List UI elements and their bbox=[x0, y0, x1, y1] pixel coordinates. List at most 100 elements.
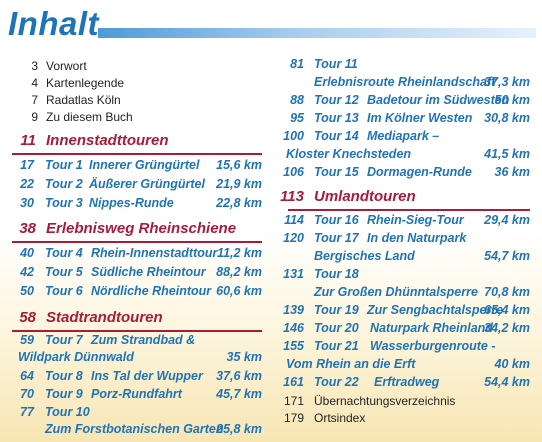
section-heading-rheinschiene[interactable]: 38 Erlebnisweg Rheinschiene bbox=[0, 218, 262, 240]
tour-distance: 41,5 km bbox=[484, 147, 530, 161]
section-divider bbox=[288, 209, 530, 211]
tour-name: Zum Strandbad & bbox=[91, 333, 196, 347]
tour-name: Zur Großen Dhünntalsperre bbox=[314, 285, 478, 299]
toc-entry-radatlas[interactable]: 7 Radatlas Köln bbox=[0, 90, 260, 110]
tour-distance: 40 km bbox=[494, 357, 530, 371]
section-heading-stadtrand[interactable]: 58 Stadtrandtouren bbox=[0, 307, 262, 329]
page-number: 161 bbox=[283, 375, 304, 389]
tour-name: Mediapark – bbox=[367, 129, 440, 143]
toc-entry-ortsindex[interactable]: 179 Ortsindex bbox=[276, 408, 530, 428]
toc-entry-zu-diesem-buch[interactable]: 9 Zu diesem Buch bbox=[0, 107, 260, 127]
toc-entry-vorwort[interactable]: 3 Vorwort bbox=[0, 56, 260, 76]
toc-entry-tour-16[interactable]: 114 Tour 16 Rhein-Sieg-Tour 29,4 km bbox=[276, 210, 530, 230]
tour-name: Naturpark Rheinland bbox=[370, 321, 493, 335]
section-heading-innenstadt[interactable]: 11 Innenstadttouren bbox=[0, 130, 262, 152]
page-number: 30 bbox=[20, 196, 34, 210]
toc-entry-tour-10-cont[interactable]: Zum Forstbotanischen Garten 25,8 km bbox=[0, 419, 262, 439]
tour-distance: 50 km bbox=[494, 93, 530, 107]
tour-distance: 35 km bbox=[226, 350, 262, 364]
tour-distance: 88,2 km bbox=[216, 265, 262, 279]
page-number: 70 bbox=[20, 387, 34, 401]
toc-entry-tour-3[interactable]: 30 Tour 3 Nippes-Runde 22,8 km bbox=[0, 193, 262, 213]
tour-distance: 70,8 km bbox=[484, 285, 530, 299]
toc-entry-tour-2[interactable]: 22 Tour 2 Äußerer Grüngürtel 21,9 km bbox=[0, 174, 262, 194]
toc-entry-tour-6[interactable]: 50 Tour 6 Nördliche Rheintour 60,6 km bbox=[0, 281, 262, 301]
tour-name: Dormagen-Runde bbox=[367, 165, 472, 179]
page-number: 64 bbox=[20, 369, 34, 383]
toc-entry-tour-12[interactable]: 88 Tour 12 Badetour im Südwesten 50 km bbox=[276, 90, 530, 110]
page-number: 120 bbox=[283, 231, 304, 245]
toc-entry-tour-8[interactable]: 64 Tour 8 Ins Tal der Wupper 37,6 km bbox=[0, 366, 262, 386]
toc-entry-tour-18-cont[interactable]: Zur Großen Dhünntalsperre 70,8 km bbox=[276, 282, 530, 302]
section-page-number: 58 bbox=[19, 309, 36, 326]
toc-entry-uebernachtung[interactable]: 171 Übernachtungsverzeichnis bbox=[276, 391, 530, 411]
page-number: 42 bbox=[20, 265, 34, 279]
tour-distance: 36 km bbox=[494, 165, 530, 179]
tour-number: Tour 12 bbox=[314, 93, 359, 107]
page-number: 114 bbox=[284, 213, 304, 227]
section-heading-umland[interactable]: 113 Umlandtouren bbox=[276, 186, 530, 208]
tour-distance: 60,6 km bbox=[216, 284, 262, 298]
tour-number: Tour 5 bbox=[45, 265, 83, 279]
tour-distance: 45,7 km bbox=[216, 387, 262, 401]
tour-number: Tour 3 bbox=[45, 196, 83, 210]
entry-label: Übernachtungsverzeichnis bbox=[314, 394, 456, 408]
tour-distance: 22,8 km bbox=[216, 196, 262, 210]
toc-entry-tour-9[interactable]: 70 Tour 9 Porz-Rundfahrt 45,7 km bbox=[0, 384, 262, 404]
tour-number: Tour 7 bbox=[45, 333, 83, 347]
toc-entry-tour-7[interactable]: 59 Tour 7 Zum Strandbad & bbox=[0, 330, 262, 350]
tour-name: Ins Tal der Wupper bbox=[91, 369, 203, 383]
toc-entry-tour-21[interactable]: 155 Tour 21 Wasserburgenroute - bbox=[276, 336, 530, 356]
page-number: 77 bbox=[20, 405, 34, 419]
section-page-number: 38 bbox=[19, 220, 36, 237]
page-number: 88 bbox=[290, 93, 304, 107]
tour-name: Badetour im Südwesten bbox=[367, 93, 510, 107]
tour-distance: 37,6 km bbox=[216, 369, 262, 383]
entry-label: Radatlas Köln bbox=[46, 93, 121, 107]
page-number: 139 bbox=[283, 303, 304, 317]
toc-entry-tour-7-cont[interactable]: Wildpark Dünnwald 35 km bbox=[0, 347, 262, 367]
tour-name-line-2: Vom Rhein an die Erft bbox=[286, 357, 416, 371]
toc-entry-tour-19[interactable]: 139 Tour 19 Zur Sengbachtalsperre 65,4 k… bbox=[276, 300, 530, 320]
tour-number: Tour 10 bbox=[45, 405, 90, 419]
toc-entry-tour-17-cont[interactable]: Bergisches Land 54,7 km bbox=[276, 246, 530, 266]
tour-number: Tour 14 bbox=[314, 129, 359, 143]
tour-distance: 15,6 km bbox=[216, 158, 262, 172]
toc-entry-tour-10[interactable]: 77 Tour 10 bbox=[0, 402, 262, 422]
tour-name: Nördliche Rheintour bbox=[91, 284, 212, 298]
toc-entry-tour-11[interactable]: 81 Tour 11 bbox=[276, 54, 530, 74]
tour-distance: 65,4 km bbox=[484, 303, 530, 317]
tour-number: Tour 16 bbox=[314, 213, 359, 227]
tour-name-line-2: Bergisches Land bbox=[314, 249, 415, 263]
title-underline-bar bbox=[98, 28, 536, 38]
tour-distance: 11,2 km bbox=[217, 246, 262, 260]
tour-distance: 30,8 km bbox=[484, 111, 530, 125]
toc-entry-tour-5[interactable]: 42 Tour 5 Südliche Rheintour 88,2 km bbox=[0, 262, 262, 282]
section-divider bbox=[12, 153, 262, 155]
page-number: 17 bbox=[20, 158, 34, 172]
toc-entry-tour-4[interactable]: 40 Tour 4 Rhein-Innenstadttour 11,2 km bbox=[0, 243, 262, 263]
toc-entry-tour-20[interactable]: 146 Tour 20 Naturpark Rheinland 34,2 km bbox=[276, 318, 530, 338]
toc-entry-tour-22[interactable]: 161 Tour 22 Erftradweg 54,4 km bbox=[276, 372, 530, 392]
section-title: Stadtrandtouren bbox=[46, 309, 163, 326]
tour-distance: 34,2 km bbox=[484, 321, 530, 335]
toc-entry-tour-17[interactable]: 120 Tour 17 In den Naturpark bbox=[276, 228, 530, 248]
tour-name: Zum Forstbotanischen Garten bbox=[45, 422, 224, 436]
toc-entry-tour-1[interactable]: 17 Tour 1 Innerer Grüngürtel 15,6 km bbox=[0, 155, 262, 175]
page-number: 81 bbox=[290, 57, 304, 71]
toc-entry-tour-11-cont[interactable]: Erlebnisroute Rheinlandschaft 37,3 km bbox=[276, 72, 530, 92]
toc-entry-tour-21-cont[interactable]: Vom Rhein an die Erft 40 km bbox=[276, 354, 530, 374]
page-title: Inhalt bbox=[8, 5, 99, 42]
tour-number: Tour 9 bbox=[45, 387, 83, 401]
toc-entry-tour-14-cont[interactable]: Kloster Knechsteden 41,5 km bbox=[276, 144, 530, 164]
toc-entry-tour-14[interactable]: 100 Tour 14 Mediapark – bbox=[276, 126, 530, 146]
tour-number: Tour 22 bbox=[314, 375, 359, 389]
section-divider bbox=[12, 330, 262, 332]
tour-number: Tour 19 bbox=[314, 303, 359, 317]
toc-entry-tour-15[interactable]: 106 Tour 15 Dormagen-Runde 36 km bbox=[276, 162, 530, 182]
tour-name: Rhein-Sieg-Tour bbox=[367, 213, 464, 227]
toc-entry-tour-13[interactable]: 95 Tour 13 Im Kölner Westen 30,8 km bbox=[276, 108, 530, 128]
toc-entry-kartenlegende[interactable]: 4 Kartenlegende bbox=[0, 73, 260, 93]
toc-entry-tour-18[interactable]: 131 Tour 18 bbox=[276, 264, 530, 284]
tour-name: Rhein-Innenstadttour bbox=[91, 246, 218, 260]
